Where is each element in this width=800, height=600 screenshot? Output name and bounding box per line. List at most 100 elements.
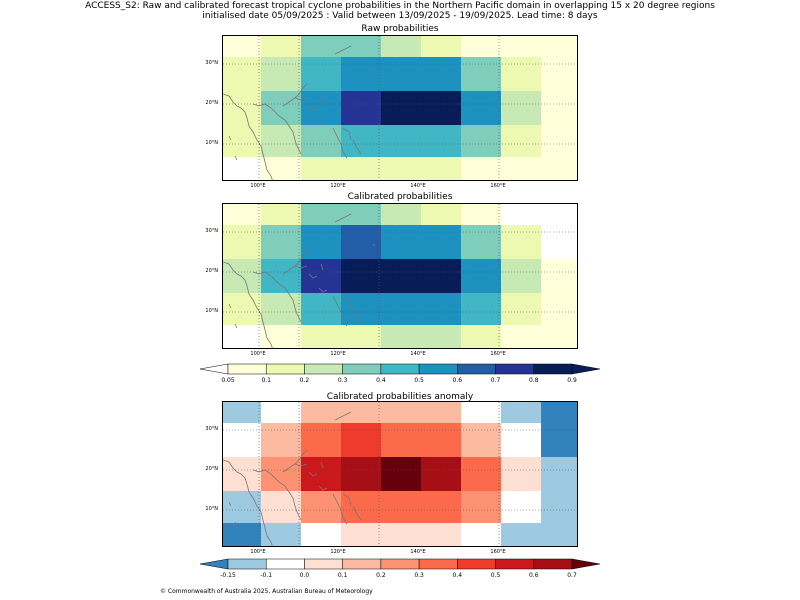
grid-cell xyxy=(301,423,341,457)
grid-cell xyxy=(261,157,301,180)
longitude-label: 140°E xyxy=(410,549,426,555)
colorbar-tick-label: 0.5 xyxy=(490,572,501,579)
colorbar-tick-label: 0.4 xyxy=(376,377,386,384)
grid-cell xyxy=(421,157,461,180)
grid-cell xyxy=(341,157,381,180)
grid-cell xyxy=(301,125,341,157)
longitude-label: 100°E xyxy=(250,549,266,555)
grid-cell xyxy=(261,91,301,125)
grid-cell xyxy=(341,36,381,57)
latitude-label: 30°N xyxy=(205,228,218,234)
colorbar-tick-label: 0.0 xyxy=(299,572,310,579)
grid-cell xyxy=(421,91,461,125)
grid-cell xyxy=(461,57,501,91)
colorbar-segment xyxy=(342,363,382,375)
grid-cell xyxy=(541,36,577,57)
grid-cell xyxy=(501,491,541,523)
colorbar-tick-label: 0.6 xyxy=(528,572,539,579)
grid-cell xyxy=(381,36,421,57)
latitude-label: 10°N xyxy=(205,506,218,512)
colorbar-tick-label: 0.9 xyxy=(567,377,577,384)
colorbar-segment xyxy=(265,558,305,570)
colorbar-tick-label: 0.3 xyxy=(414,572,424,579)
grid-cell xyxy=(301,325,341,348)
grid-cell xyxy=(501,125,541,157)
grid-cell xyxy=(541,225,577,259)
colorbar-segment xyxy=(495,363,535,375)
grid-cell xyxy=(461,325,501,348)
colorbar-tick-label: 0.5 xyxy=(414,377,424,384)
colorbar-tick-label: 0.6 xyxy=(452,377,463,384)
grid-cell xyxy=(223,36,261,57)
figure-title-line2: initialised date 05/09/2025 : Valid betw… xyxy=(202,11,598,21)
grid-cell xyxy=(261,325,301,348)
grid-cell xyxy=(223,157,261,180)
colorbar-segment xyxy=(418,363,458,375)
colorbar-tick-label: 0.3 xyxy=(337,377,348,384)
grid-cell xyxy=(461,125,501,157)
grid-cell xyxy=(341,57,381,91)
longitude-label: 140°E xyxy=(410,183,426,189)
grid-cell xyxy=(421,204,461,225)
grid-cell xyxy=(301,225,341,259)
grid-cell xyxy=(301,204,341,225)
colorbar-segment xyxy=(457,558,496,570)
grid-cell xyxy=(501,36,541,57)
colorbar-segment xyxy=(533,363,573,375)
longitude-label: 160°E xyxy=(490,183,506,189)
calibrated-panel-title: Calibrated probabilities xyxy=(347,192,453,202)
grid-cell xyxy=(341,523,381,546)
anomaly-colorbar xyxy=(199,558,601,570)
colorbar-tick-label: 0.7 xyxy=(567,572,577,579)
grid-cell xyxy=(501,457,541,491)
grid-cell xyxy=(541,523,577,546)
grid-cell xyxy=(341,91,381,125)
grid-cell xyxy=(381,491,421,523)
colorbar-over-extension xyxy=(571,558,601,570)
grid-cell xyxy=(341,423,381,457)
colorbar-segment xyxy=(495,558,535,570)
grid-cell xyxy=(421,57,461,91)
colorbar-under-extension xyxy=(199,558,229,570)
grid-cell xyxy=(381,225,421,259)
colorbar-segment xyxy=(304,363,343,375)
grid-cell xyxy=(301,293,341,325)
grid-cell xyxy=(223,293,261,325)
grid-cell xyxy=(541,125,577,157)
colorbar-segment xyxy=(342,558,382,570)
colorbar-segment xyxy=(418,558,458,570)
grid-cell xyxy=(381,125,421,157)
grid-cell xyxy=(461,402,501,423)
colorbar-tick-label: 0.7 xyxy=(490,377,501,384)
grid-cell xyxy=(223,204,261,225)
grid-cell xyxy=(261,259,301,293)
grid-cell xyxy=(341,293,381,325)
grid-cell xyxy=(223,402,261,423)
latitude-label: 30°N xyxy=(205,426,218,432)
grid-cell xyxy=(301,36,341,57)
colorbar-segment xyxy=(457,363,496,375)
grid-cell xyxy=(223,523,261,546)
grid-cell xyxy=(501,225,541,259)
grid-cell xyxy=(421,36,461,57)
grid-cell xyxy=(223,491,261,523)
grid-cell xyxy=(261,457,301,491)
colorbar-tick-label: -0.15 xyxy=(220,572,236,579)
colorbar-tick-label: 0.2 xyxy=(376,572,386,579)
grid-cell xyxy=(223,125,261,157)
latitude-label: 10°N xyxy=(205,140,218,146)
grid-cell xyxy=(223,225,261,259)
grid-cell xyxy=(223,325,261,348)
grid-cell xyxy=(261,225,301,259)
grid-cell xyxy=(541,293,577,325)
grid-cell xyxy=(261,423,301,457)
colorbar-under-extension xyxy=(199,363,229,375)
grid-cell xyxy=(461,225,501,259)
grid-cell xyxy=(261,57,301,91)
map-canvas xyxy=(223,204,577,348)
colorbar-tick-label: -0.1 xyxy=(260,572,273,579)
map-canvas xyxy=(223,36,577,180)
latitude-label: 20°N xyxy=(205,466,218,472)
latitude-label: 20°N xyxy=(205,268,218,274)
copyright-footer: © Commonwealth of Australia 2025, Austra… xyxy=(160,588,373,595)
